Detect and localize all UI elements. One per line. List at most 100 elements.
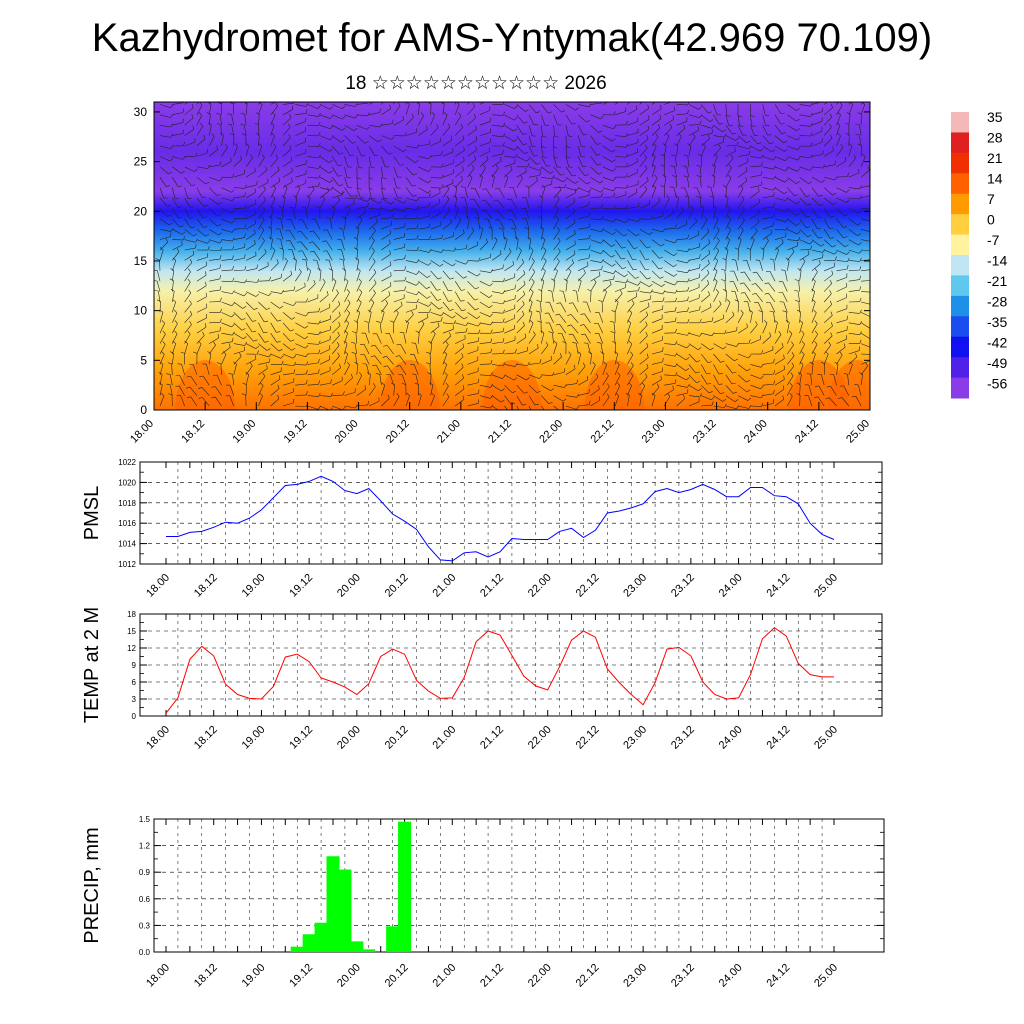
temp-x-tick-label: 18.00	[144, 724, 172, 752]
warm-surface-region	[482, 360, 542, 410]
pmsl-x-tick-label: 22.12	[574, 572, 602, 600]
colorbar-swatch	[951, 112, 969, 133]
pmsl-y-tick-label: 1020	[118, 478, 136, 487]
chart-subtitle: 18 ☆☆☆☆☆☆☆☆☆☆☆ 2026	[345, 73, 607, 94]
temp-y-axis-label: TEMP at 2 M	[81, 607, 103, 723]
precip-bar	[290, 946, 304, 952]
precip-x-tick-label: 22.00	[526, 962, 554, 990]
precip-x-tick-label: 20.00	[335, 962, 363, 990]
pmsl-x-tick-label: 20.12	[383, 572, 411, 600]
heatmap-x-tick-label: 22.00	[537, 418, 565, 446]
pmsl-x-tick-label: 18.00	[144, 572, 172, 600]
heatmap-x-tick-label: 21.12	[486, 418, 514, 446]
precip-y-tick-label: 1.2	[139, 842, 151, 851]
precip-panel: 0.0 0.3 0.6 0.9 1.2 1.5 18.00 18.12 19.00 19.12 20…	[81, 815, 885, 990]
precip-y-tick-label: 0.9	[139, 868, 151, 877]
heatmap-x-tick-label: 18.00	[128, 418, 156, 446]
temp-y-tick-label: 18	[127, 610, 136, 619]
temp-x-tick-label: 18.12	[192, 724, 220, 752]
temp-x-tick-label: 21.00	[430, 724, 458, 752]
pmsl-y-tick-label: 1014	[118, 540, 136, 549]
temp-y-tick-label: 3	[132, 695, 137, 704]
temp-y-tick-label: 9	[132, 661, 137, 670]
heatmap-y-tick-label: 5	[140, 353, 147, 367]
pmsl-x-tick-label: 20.00	[335, 572, 363, 600]
pmsl-frame	[139, 461, 883, 565]
wind-barbs	[154, 102, 870, 410]
heatmap-y-tick-label: 20	[134, 204, 148, 218]
colorbar-swatch	[951, 377, 969, 399]
colorbar-swatch	[951, 316, 969, 338]
precip-x-tick-label: 23.12	[669, 962, 697, 990]
temp-x-tick-label: 19.12	[287, 724, 315, 752]
pmsl-series-line	[166, 475, 835, 562]
heatmap-x-tick-label: 20.12	[384, 418, 412, 446]
temp-series-line	[165, 626, 834, 714]
heatmap-x-tick-label: 25.00	[844, 418, 872, 446]
temp-x-tick-label: 19.00	[240, 724, 268, 752]
precip-x-tick-label: 19.12	[287, 962, 315, 990]
precip-y-tick-label: 0.3	[139, 921, 151, 930]
precip-bar	[302, 934, 316, 952]
pmsl-x-tick-label: 25.00	[812, 572, 840, 600]
temp-x-tick-label: 20.12	[383, 724, 411, 752]
colorbar-swatch	[951, 193, 969, 215]
colorbar-label: 14	[987, 171, 1003, 187]
temp-x-tick-label: 22.00	[526, 724, 554, 752]
precip-x-tick-label: 23.00	[621, 962, 649, 990]
pmsl-x-tick-label: 18.12	[192, 572, 220, 600]
heatmap-x-tick-label: 19.12	[282, 418, 310, 446]
colorbar-label: -7	[987, 232, 1000, 248]
temp-panel: 0 3 6 9 12 15 18 18.00 18.12 19.00 19.12 20.00 20.12…	[81, 607, 883, 752]
heatmap-x-tick-label: 24.12	[793, 418, 821, 446]
heatmap-x-tick-label: 22.12	[588, 418, 616, 446]
precip-x-tick-label: 21.00	[430, 962, 458, 990]
precip-bar	[362, 949, 376, 952]
pmsl-y-tick-label: 1016	[118, 519, 136, 528]
pmsl-x-tick-label: 24.00	[717, 572, 745, 600]
colorbar-label: 0	[987, 212, 995, 228]
precip-x-tick-label: 18.00	[144, 962, 172, 990]
colorbar-label: -14	[987, 253, 1007, 269]
colorbar-swatch	[951, 132, 969, 154]
heatmap-y-tick-label: 25	[134, 155, 148, 169]
colorbar-swatch	[951, 255, 969, 276]
colorbar-label: 7	[987, 191, 995, 207]
pmsl-y-tick-label: 1022	[118, 458, 136, 467]
heatmap-y-tick-label: 10	[134, 304, 148, 318]
precip-bar	[326, 856, 340, 952]
precip-x-tick-label: 18.12	[192, 962, 220, 990]
heatmap-y-tick-label: 15	[134, 254, 148, 268]
chart-title: Kazhydromet for AMS-Yntymak(42.969 70.10…	[91, 16, 933, 60]
pmsl-x-tick-label: 21.12	[478, 572, 506, 600]
pmsl-x-tick-label: 19.12	[287, 572, 315, 600]
temp-x-tick-label: 22.12	[574, 724, 602, 752]
precip-y-tick-label: 0.6	[139, 895, 151, 904]
precip-x-tick-label: 21.12	[478, 962, 506, 990]
temp-y-tick-label: 15	[127, 627, 136, 636]
temp-x-tick-label: 21.12	[478, 724, 506, 752]
warm-surface-region	[175, 360, 236, 410]
temp-x-tick-label: 20.00	[335, 724, 363, 752]
precip-x-tick-label: 24.12	[764, 962, 792, 990]
pmsl-panel: 1012 1014 1016 1018 1020 1022 18.00 18.12 19.00 1…	[81, 458, 883, 600]
precip-bar	[350, 941, 364, 952]
colorbar: 35 28 21 14 7 0 -7 -14 -21 -28 -35 -42 -49 -56	[951, 109, 1007, 399]
heatmap-y-tick-label: 30	[134, 105, 148, 119]
pmsl-y-axis-label: PMSL	[81, 486, 103, 540]
colorbar-swatch	[951, 295, 969, 317]
colorbar-swatch	[951, 275, 969, 297]
temp-y-tick-label: 0	[132, 712, 137, 721]
precip-bar	[314, 922, 328, 952]
temp-x-tick-label: 24.00	[717, 724, 745, 752]
precip-x-tick-label: 24.00	[717, 962, 745, 990]
temperature-cross-section-panel: 0 5 10 15 20 25 30 18.00 18.12 19.00 19.12 20.00 20.…	[128, 101, 872, 446]
heatmap-y-tick-label: 0	[140, 403, 147, 417]
heatmap-x-tick-label: 19.00	[230, 418, 258, 446]
pmsl-x-tick-label: 23.00	[621, 572, 649, 600]
pmsl-x-tick-label: 23.12	[669, 572, 697, 600]
temp-x-tick-label: 23.00	[621, 724, 649, 752]
precip-bar	[398, 821, 412, 952]
heatmap-x-tick-label: 23.00	[640, 418, 668, 446]
